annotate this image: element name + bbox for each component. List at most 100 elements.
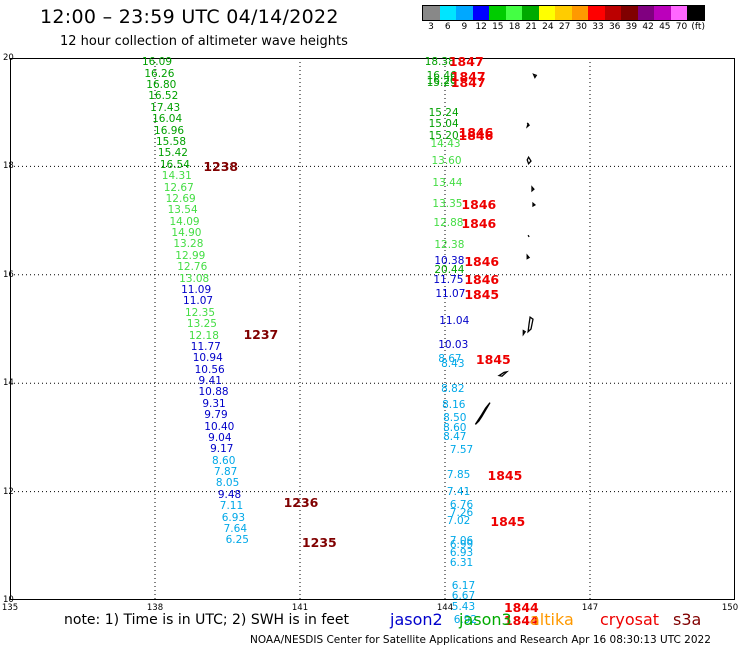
scale-label: 27: [558, 22, 571, 32]
wave-height-value: 15.04: [428, 118, 459, 131]
wave-height-value: 15.24: [428, 106, 459, 119]
scale-swatch: [670, 6, 687, 20]
wave-height-value: 9.41: [198, 375, 222, 388]
wave-height-value: 15.29: [426, 77, 457, 90]
wave-height-value: 8.43: [441, 358, 465, 371]
scale-label: 18: [508, 22, 521, 32]
wave-height-value: 16.04: [152, 113, 183, 126]
island-coastline: [474, 402, 491, 425]
wave-height-value: 8.82: [441, 382, 465, 395]
scale-label: 33: [592, 22, 604, 32]
wave-height-value: 16.09: [141, 56, 172, 69]
scale-swatch: [687, 6, 704, 20]
wave-height-value: 9.31: [202, 397, 226, 410]
utc-time-label: 1235: [301, 535, 337, 550]
page-title: 12:00 – 23:59 UTC 04/14/2022: [40, 6, 339, 28]
wave-height-value: 13.08: [179, 272, 210, 285]
utc-time-label: 1237: [243, 327, 279, 343]
map-grid-svg: [10, 58, 735, 600]
wave-height-value: 10.88: [198, 386, 229, 399]
utc-time-label: 1846: [458, 125, 494, 141]
wave-height-value: 10.38: [434, 255, 465, 268]
wave-height-value: 11.07: [435, 287, 466, 300]
wave-height-value: 10.03: [438, 339, 469, 352]
scale-label: (ft): [691, 22, 705, 32]
mission-name-jason2: jason2: [390, 610, 443, 629]
mission-name-s3a: s3a: [673, 610, 702, 629]
scale-label: 42: [642, 22, 654, 32]
wave-height-value: 13.25: [186, 318, 217, 331]
scale-label: 30: [575, 22, 588, 32]
utc-time-label: 1236: [283, 495, 319, 511]
longitude-tick-label: 150: [721, 603, 739, 613]
wave-height-value: 12.99: [175, 249, 206, 262]
scale-label: 39: [625, 22, 638, 32]
scale-swatch: [538, 6, 555, 20]
scale-swatch: [439, 6, 456, 20]
wave-height-value: 16.80: [146, 79, 177, 92]
utc-time-label: 1844: [503, 613, 539, 629]
units-note: note: 1) Time is in UTC; 2) SWH is in fe…: [64, 612, 350, 628]
wave-height-value: 11.77: [190, 340, 221, 353]
wave-height-value: 6.93: [221, 511, 246, 524]
utc-time-label: 1844: [503, 600, 539, 616]
wave-height-value: 16.20: [426, 74, 457, 87]
wave-height-value: 11.75: [433, 274, 464, 287]
island-coastline: [526, 155, 532, 165]
longitude-tick-label: 147: [581, 603, 599, 613]
wave-height-value: 13.35: [432, 198, 463, 211]
scale-swatch: [588, 6, 605, 20]
wave-height-value: 11.09: [181, 283, 212, 296]
map-plot-area[interactable]: 16.09 16.26 16.80 16.52 17.43 16.04 16.96 15.58…: [10, 56, 735, 627]
scale-swatch: [621, 6, 638, 20]
wave-height-value: 8.60: [212, 454, 236, 467]
utc-time-label: 1847: [450, 74, 486, 90]
wave-height-value: 10.56: [194, 363, 225, 376]
wave-height-value: 12.76: [177, 261, 208, 274]
mission-name-jason3: jason3: [459, 610, 512, 629]
wave-height-value: 6.93: [449, 546, 474, 559]
utc-time-label: 1846: [464, 254, 500, 270]
longitude-tick-label: 138: [146, 603, 164, 613]
wave-height-value: 14.31: [161, 170, 192, 183]
wave-height-value: 8.16: [442, 398, 466, 411]
wave-height-value: 6.99: [449, 538, 474, 551]
wave-height-value: 6.31: [449, 557, 474, 570]
wave-height-value: 6.17: [451, 579, 476, 592]
wave-height-value: 7.11: [219, 500, 244, 513]
wave-height-value: 7.06: [449, 535, 474, 548]
island-coastline: [526, 253, 531, 260]
scale-swatch: [456, 6, 473, 20]
credit-line: NOAA/NESDIS Center for Satellite Applica…: [250, 634, 711, 646]
island-coastline: [527, 315, 534, 334]
scale-swatch: [505, 6, 522, 20]
mission-name-cryosat: cryosat: [600, 610, 660, 629]
wave-height-value: 16.26: [144, 67, 175, 80]
wave-height-value: 13.54: [167, 204, 198, 217]
wave-height-value: 15.58: [155, 136, 187, 148]
wave-height-value: 17.43: [150, 101, 181, 114]
utc-time-label: 1845: [464, 286, 500, 302]
scale-label: 15: [492, 22, 504, 32]
wave-height-value: 14.43: [430, 137, 461, 150]
wave-height-value: 7.85: [446, 469, 471, 482]
page-subtitle: 12 hour collection of altimeter wave hei…: [60, 34, 348, 49]
utc-time-label: 1238: [203, 159, 239, 175]
longitude-tick-label: 135: [1, 603, 19, 613]
latitude-tick-label: 20: [3, 53, 14, 63]
wave-height-value: 8.50: [443, 412, 467, 425]
scale-label: 70: [675, 22, 688, 32]
latitude-tick-label: 18: [3, 161, 14, 172]
island-coastline: [531, 185, 535, 193]
island-coastline: [532, 73, 538, 79]
utc-time-label: 1846: [461, 197, 497, 213]
wave-height-value: 6.67: [451, 589, 476, 602]
wave-height-value: 5.43: [451, 601, 476, 614]
scale-swatch: [489, 6, 506, 20]
wave-height-value: 12.35: [184, 306, 216, 319]
wave-height-value: 6.92: [453, 614, 478, 627]
wave-height-value: 14.90: [171, 227, 202, 240]
wave-height-value: 11.07: [183, 295, 214, 308]
island-coastline: [526, 122, 531, 129]
latitude-tick-label: 14: [3, 378, 14, 389]
